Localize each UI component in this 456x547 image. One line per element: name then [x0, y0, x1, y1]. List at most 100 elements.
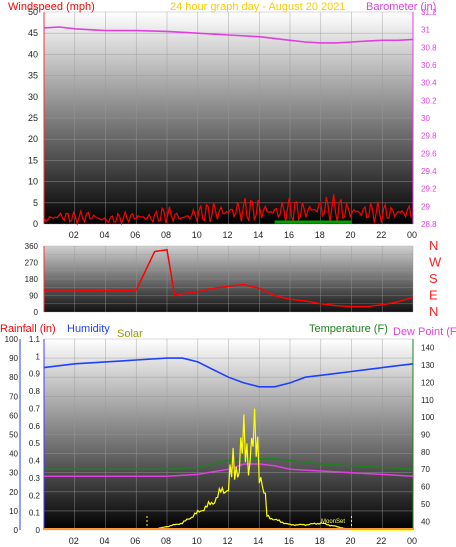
humidity-y-tick: 60 — [9, 411, 18, 420]
temp-x-tick: 14 — [253, 536, 263, 546]
humidity-y-tick: 90 — [9, 354, 18, 363]
wind-x-tick: 18 — [315, 230, 325, 240]
temp-x-tick: 16 — [284, 536, 294, 546]
wind-direction-line — [44, 248, 414, 308]
temp-x-tick: 04 — [100, 536, 110, 546]
rain-y-tick: 0.1 — [29, 509, 41, 518]
baro-y-tick: 30.6 — [421, 61, 437, 70]
temperature-label: Temperature (F) — [309, 323, 388, 335]
temp-x-tick: 02 — [69, 536, 79, 546]
wind-y-tick: 45 — [28, 28, 38, 38]
temp-x-tick: 12 — [223, 536, 233, 546]
temp-y-tick: 100 — [421, 413, 435, 422]
wind-y-tick: 25 — [28, 113, 38, 123]
rain-y-tick: 0.6 — [29, 422, 41, 431]
humidity-y-tick: 70 — [9, 392, 18, 401]
wind-x-tick: 02 — [69, 230, 79, 240]
humidity-label: Humidity — [67, 323, 110, 335]
direction-label-2: S — [429, 271, 438, 286]
temp-x-tick: 06 — [130, 536, 140, 546]
rain-y-tick: 0.9 — [29, 370, 41, 379]
baro-y-tick: 29.8 — [421, 132, 437, 141]
rain-y-tick: 1 — [36, 352, 41, 361]
humidity-y-tick: 30 — [9, 469, 18, 478]
wind-y-tick: 15 — [28, 155, 38, 165]
wind-x-tick: 20 — [346, 230, 356, 240]
humidity-y-tick: 0 — [14, 526, 19, 535]
dewpoint-label: Dew Point (F) — [393, 326, 456, 338]
dir-y-tick: 90 — [29, 292, 38, 301]
direction-label-1: W — [429, 255, 442, 270]
temp-x-tick: 10 — [192, 536, 202, 546]
wind-x-tick: 06 — [130, 230, 140, 240]
wind-y-tick: 5 — [33, 198, 38, 208]
wind-y-tick: 30 — [28, 92, 38, 102]
dir-y-tick: 0 — [34, 308, 39, 317]
temp-x-tick: 18 — [315, 536, 325, 546]
rain-y-tick: 0.4 — [29, 457, 41, 466]
wind-y-tick: 20 — [28, 134, 38, 144]
humidity-y-tick: 80 — [9, 373, 18, 382]
direction-label-0: N — [429, 238, 438, 253]
wind-x-tick: 00 — [407, 230, 417, 240]
baro-y-tick: 29.6 — [421, 149, 437, 158]
barometer-line — [43, 26, 414, 44]
temp-y-tick: 40 — [421, 517, 430, 526]
graph-title: 24 hour graph day - August 20 2021 — [170, 1, 346, 13]
temp-y-tick: 70 — [421, 465, 430, 474]
temp-y-tick: 90 — [421, 431, 430, 440]
wind-y-tick: 0 — [33, 219, 38, 229]
dir-y-tick: 180 — [25, 275, 39, 284]
wind-y-tick: 50 — [28, 7, 38, 17]
rain-y-tick: 0.7 — [29, 404, 41, 413]
rain-y-tick: 0 — [36, 526, 41, 535]
baro-y-tick: 31.2 — [421, 8, 437, 17]
baro-y-tick: 29.2 — [421, 185, 437, 194]
wind-y-tick: 10 — [28, 177, 38, 187]
rain-y-tick: 0.8 — [29, 387, 41, 396]
baro-y-tick: 30.8 — [421, 43, 437, 52]
humidity-y-tick: 50 — [9, 431, 18, 440]
wind-x-tick: 16 — [284, 230, 294, 240]
solar-label: Solar — [117, 328, 143, 340]
temp-y-tick: 120 — [421, 378, 435, 387]
humidity-y-tick: 10 — [9, 507, 18, 516]
wind-x-tick: 04 — [100, 230, 110, 240]
temperature-line — [44, 458, 414, 470]
barometer-label: Barometer (in) — [366, 1, 436, 13]
wind-x-tick: 22 — [376, 230, 386, 240]
wind-y-tick: 35 — [28, 71, 38, 81]
baro-y-tick: 30.4 — [421, 79, 437, 88]
moonset-label: MoonSet — [321, 519, 345, 525]
humidity-y-tick: 100 — [5, 335, 19, 344]
temp-x-tick: 22 — [376, 536, 386, 546]
baro-y-tick: 28.8 — [421, 220, 437, 229]
direction-label-3: E — [429, 288, 438, 303]
humidity-y-tick: 40 — [9, 450, 18, 459]
temp-x-tick: 20 — [346, 536, 356, 546]
wind-x-tick: 10 — [192, 230, 202, 240]
baro-y-tick: 31 — [421, 26, 430, 35]
windspeed-line — [43, 194, 412, 226]
baro-y-tick: 29.4 — [421, 167, 437, 176]
direction-label-4: N — [429, 304, 438, 319]
temp-x-tick: 00 — [407, 536, 417, 546]
rain-y-tick: 0.2 — [29, 491, 41, 500]
dewpoint-line — [44, 463, 414, 477]
temp-x-tick: 08 — [161, 536, 171, 546]
rain-y-tick: 0.5 — [29, 439, 41, 448]
rain-y-tick: 0.3 — [29, 474, 41, 483]
temp-y-tick: 130 — [421, 361, 435, 370]
baro-y-tick: 30.2 — [421, 96, 437, 105]
humidity-y-tick: 20 — [9, 488, 18, 497]
windspeed-label: Windspeed (mph) — [8, 1, 95, 13]
wind-y-tick: 40 — [28, 49, 38, 59]
wind-x-tick: 08 — [161, 230, 171, 240]
temp-y-tick: 80 — [421, 448, 430, 457]
baro-y-tick: 29 — [421, 202, 430, 211]
rain-y-tick: 1.1 — [29, 335, 41, 344]
humidity-line — [43, 357, 414, 388]
temp-y-tick: 110 — [421, 396, 434, 405]
